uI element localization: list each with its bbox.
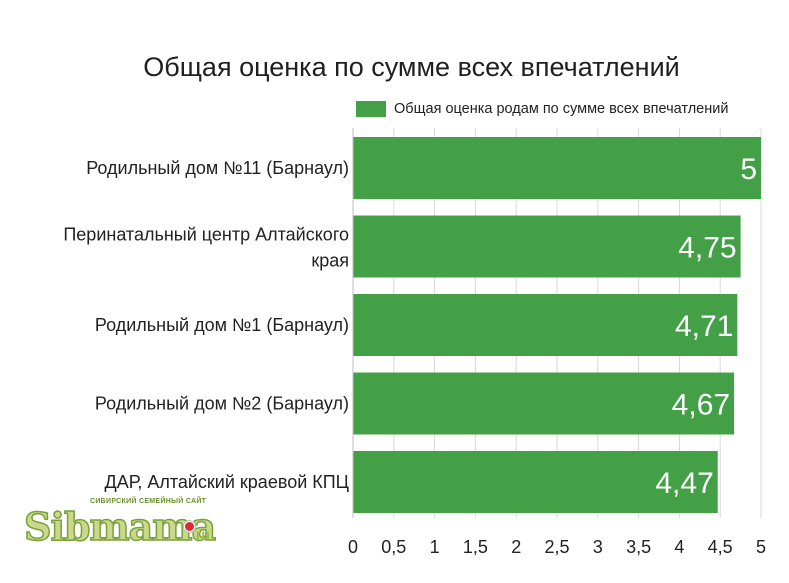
x-tick-label: 1,5 [463, 537, 488, 557]
logo-suffix: .ru [192, 526, 210, 542]
category-label: ДАР, Алтайский краевой КПЦ [105, 472, 349, 492]
x-tick-label: 5 [756, 537, 766, 557]
logo-tagline: СИБИРСКИЙ СЕМЕЙНЫЙ САЙТ [90, 498, 207, 505]
category-label: Родильный дом №11 (Барнаул) [86, 158, 349, 178]
legend-swatch [356, 101, 386, 117]
x-tick-label: 4,5 [708, 537, 733, 557]
chart-title: Общая оценка по сумме всех впечатлений [143, 52, 680, 82]
category-label: Родильный дом №1 (Барнаул) [95, 315, 349, 335]
x-tick-label: 3 [593, 537, 603, 557]
x-tick-label: 2,5 [544, 537, 569, 557]
bar-value-label: 5 [740, 153, 757, 186]
x-tick-label: 3,5 [626, 537, 651, 557]
bar [353, 215, 741, 278]
bar [353, 451, 718, 513]
legend: Общая оценка родам по сумме всех впечатл… [356, 99, 728, 119]
bar [353, 372, 735, 435]
bar-value-label: 4,71 [675, 310, 733, 343]
bar-value-label: 4,67 [672, 389, 730, 422]
bar-value-label: 4,75 [678, 232, 736, 265]
bar-value-label: 4,47 [655, 467, 713, 500]
legend-label: Общая оценка родам по сумме всех впечатл… [394, 101, 729, 117]
category-label: Родильный дом №2 (Барнаул) [95, 394, 349, 414]
category-label: Перинатальный центр Алтайского края [63, 225, 349, 271]
bar [353, 137, 761, 199]
x-tick-label: 0 [348, 537, 358, 557]
x-tick-label: 4 [674, 537, 684, 557]
logo-dot-icon [184, 521, 195, 532]
bar [353, 294, 738, 356]
x-tick-label: 1 [430, 537, 440, 557]
sibmama-logo: СИБИРСКИЙ СЕМЕЙНЫЙ САЙТ Sibmama .ru [23, 498, 224, 558]
x-tick-label: 0,5 [381, 537, 406, 557]
x-tick-label: 2 [511, 537, 521, 557]
